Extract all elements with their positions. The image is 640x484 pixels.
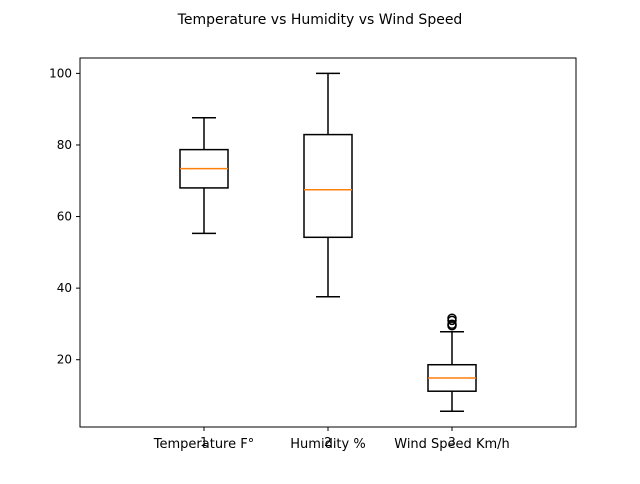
outlier-point — [447, 313, 457, 323]
x-category-label: Humidity % — [290, 437, 365, 452]
y-tick-label: 60 — [57, 210, 72, 224]
x-category-label: Temperature F° — [153, 437, 254, 452]
chart-title: Temperature vs Humidity vs Wind Speed — [177, 12, 463, 28]
box-series — [427, 313, 477, 413]
y-axis: 20 40 60 80 100 — [49, 66, 80, 367]
x-tick-number: 3 — [448, 435, 456, 449]
outlier-point — [447, 319, 457, 330]
x-tick-number: 1 — [200, 435, 208, 449]
box-series — [179, 117, 229, 235]
box-series — [303, 72, 353, 298]
y-tick-label: 40 — [57, 281, 72, 295]
x-tick-number: 2 — [324, 435, 332, 449]
y-tick-label: 80 — [57, 138, 72, 152]
box-iqr — [303, 133, 353, 239]
y-tick-label: 100 — [49, 66, 72, 80]
x-category-label: Wind Speed Km/h — [394, 437, 510, 452]
boxes — [179, 72, 477, 413]
y-tick-label: 20 — [57, 353, 72, 367]
